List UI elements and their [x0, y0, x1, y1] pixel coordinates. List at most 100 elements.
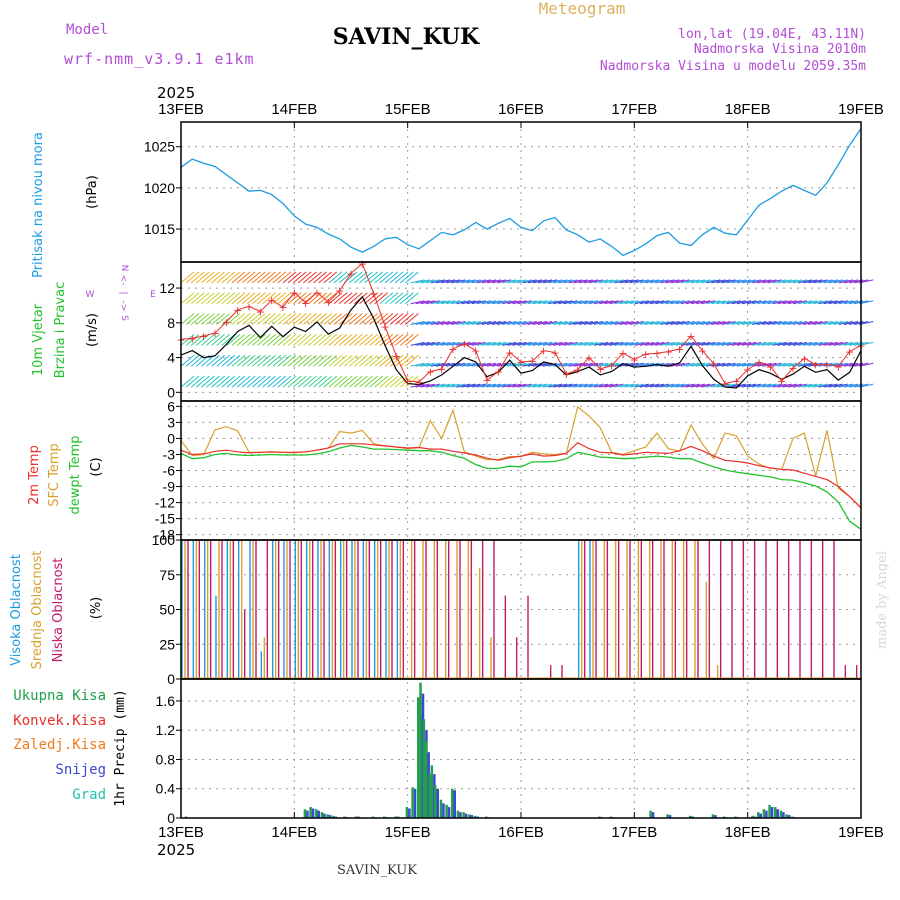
wind-arrow [267, 375, 282, 388]
wind-arrow [221, 375, 236, 388]
wind-arrow [721, 279, 736, 284]
wind-arrow [706, 362, 721, 367]
snow-bar [459, 812, 462, 818]
wind-arrow [772, 279, 787, 284]
x-tick-label-top: 16FEB [498, 101, 544, 118]
wind-arrow [262, 334, 276, 346]
wind-arrow [394, 334, 409, 346]
total-precip-bar [309, 807, 312, 818]
wind-arrow [629, 321, 644, 326]
wind-arrow [548, 383, 563, 388]
x-tick-label-bottom: 19FEB [838, 824, 884, 841]
wind-arrow [195, 313, 210, 325]
wind-arrow [491, 321, 507, 326]
wind-arrow [578, 300, 593, 305]
wind-arrow [282, 334, 297, 346]
snow-bar [306, 810, 309, 818]
wind-arrow [318, 334, 333, 346]
wind-arrow [216, 313, 231, 325]
wind-arrow [573, 321, 588, 326]
wind-arrow [588, 300, 604, 305]
wind-arrow [323, 354, 338, 367]
wind-arrow [695, 300, 711, 305]
gust-marker: + [596, 363, 605, 376]
wind-arrow [333, 292, 348, 305]
gust-marker: + [369, 287, 378, 300]
snow-bar [470, 815, 473, 818]
wind-arrow [726, 341, 741, 346]
wind-arrow [634, 383, 650, 388]
wind-arrow [430, 321, 446, 326]
gust-marker: + [199, 330, 208, 343]
wind-arrow [675, 300, 690, 305]
wind-arrow [655, 279, 670, 284]
wind-arrow [303, 334, 317, 346]
wind-arrow [201, 334, 215, 346]
wind-arrow [491, 300, 507, 305]
wind-arrow [762, 341, 777, 346]
wind-arrow [359, 334, 373, 346]
wind-arrow [609, 383, 624, 388]
wind-arrow [573, 279, 588, 284]
wind-arrow [277, 292, 292, 305]
gust-marker: + [505, 346, 514, 359]
wind-arrow [685, 362, 701, 367]
wind-arrow [828, 321, 843, 326]
wind-arrow [593, 341, 609, 346]
wind-arrow [721, 321, 736, 326]
wind-arrow [343, 375, 358, 388]
wind-arrow [287, 313, 302, 325]
sfc-temp-line [180, 405, 862, 508]
gust-marker: + [675, 343, 684, 356]
wind-arrow [553, 341, 568, 346]
wind-arrow [461, 321, 476, 326]
wind-arrow [226, 271, 241, 284]
wind-arrow [491, 383, 507, 388]
wind-arrow [308, 334, 322, 346]
snow-bar [408, 808, 411, 818]
wind-arrow [537, 383, 553, 388]
wind-ylabel-1: 10m Vjetar [31, 303, 46, 376]
total-precip-bar [405, 807, 409, 818]
wind-arrow [257, 292, 271, 305]
pressure-labels: Pritisak na nivou mora (hPa) [31, 132, 100, 278]
wind-arrow [548, 279, 563, 284]
wind-arrow [736, 279, 752, 284]
legend-conv: Konvek.Kisa [13, 713, 106, 729]
wind-arrow [593, 321, 609, 326]
wind-arrow [573, 383, 588, 388]
wind-arrow [558, 321, 573, 326]
wind-arrow [466, 300, 481, 305]
gust-marker: + [482, 374, 491, 387]
wind-arrow [354, 375, 368, 388]
wind-arrow [670, 300, 685, 305]
wind-arrow [415, 362, 430, 367]
wind-arrow [762, 383, 777, 388]
wind-arrow [303, 375, 317, 388]
wind-arrow [185, 313, 200, 325]
wind-arrow [741, 362, 757, 367]
gust-marker: + [641, 348, 650, 361]
wind-arrow [430, 300, 446, 305]
temp2m-ylabel: 2m Temp [27, 445, 42, 505]
wind-arrow [614, 321, 629, 326]
wind-arrow [701, 279, 716, 284]
compass-e: E [150, 290, 156, 300]
wind-arrow [828, 300, 843, 305]
snow-bar [787, 815, 791, 818]
wind-arrow [476, 321, 491, 326]
wind-arrow [420, 300, 435, 305]
snow-bar [311, 808, 315, 818]
y-tick-label: 25 [159, 636, 175, 652]
wind-arrow [394, 292, 409, 305]
wind-arrow [471, 321, 486, 326]
wind-arrow [823, 279, 838, 284]
wind-arrow [650, 300, 665, 305]
wind-arrow [491, 341, 507, 346]
snow-bar [442, 803, 445, 818]
wind-arrow [415, 341, 430, 346]
wind-arrow [430, 341, 446, 346]
y-tick-label: 0.4 [156, 781, 176, 797]
wind-arrow [180, 375, 195, 388]
precip-ylabel: 1hr Precip (mm) [113, 689, 128, 806]
